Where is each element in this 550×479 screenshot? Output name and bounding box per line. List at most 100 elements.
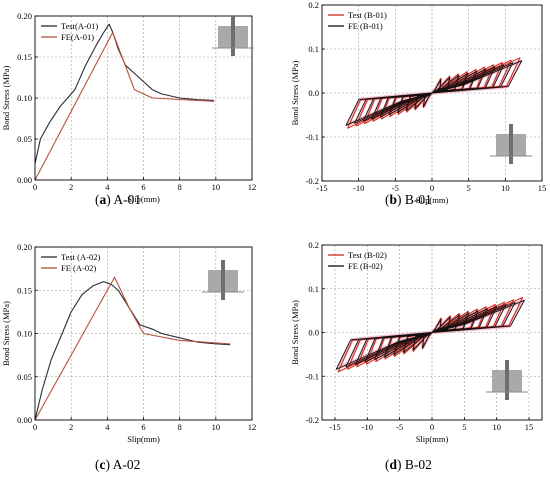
y-axis-label: Bond Stress (MPa) [1,301,11,366]
x-tick-label: 12 [248,182,257,192]
caption-text: A-02 [113,457,141,472]
series-group [35,23,215,180]
specimen-bar [221,260,225,300]
x-tick-label: 10 [492,422,501,432]
x-tick-label: -15 [316,183,327,193]
y-tick-label: -0.2 [306,415,319,425]
caption-text: A-01 [113,192,141,207]
y-axis-label: Bond Stress (MPa) [290,300,300,365]
chart-b: -15 -10 -5 0 5 10 15-0.2-0.10.00.10.2Slip(mm)B… [290,0,546,205]
x-tick-label: 0 [430,183,434,193]
legend-label: Test (B-01) [348,10,387,20]
caption-letter: c [100,457,106,472]
y-tick-label: 0.05 [17,372,32,382]
x-tick-label: 10 [212,422,221,432]
x-tick-label: 10 [501,183,510,193]
caption-paren-close: ) [397,457,405,472]
legend-label: FE(A-01) [61,32,94,42]
series-line-1 [35,31,215,180]
y-tick-label: -0.1 [306,371,319,381]
x-tick-label: 12 [248,422,257,432]
y-tick-label: 0.2 [308,0,319,10]
caption-paren-close: ) [106,457,113,472]
caption-paren-open: ( [385,457,390,472]
y-tick-label: 0.1 [308,44,319,54]
y-tick-label: 0.00 [17,415,32,425]
x-tick-label: 4 [105,182,110,192]
x-tick-label: 15 [538,183,547,193]
x-tick-label: 4 [105,422,110,432]
x-tick-label: -5 [396,422,403,432]
x-tick-label: 0 [33,182,37,192]
x-axis-label: Slip(mm) [127,194,160,204]
chart-a: 0 2 4 6 8 10 12 0.00 0.05 0.10 0.15 0.20 Slip(mm) Bon… [1,11,256,204]
panel-caption: (c) A-02 [95,457,140,472]
x-tick-label: -10 [362,422,373,432]
specimen-bar [509,124,513,164]
y-tick-label: 0.15 [17,285,32,295]
y-axis-label: Bond Stress (MPa) [1,65,11,130]
chart-d: -15 -10 -5 0 5 10 15 -0.2 -0.1 0.0 0.1 0.2 Slip(mm) B… [290,240,543,444]
y-tick-label: 0.10 [17,329,32,339]
x-tick-label: -5 [392,183,399,193]
series-group [345,57,523,129]
x-tick-label: 6 [141,422,145,432]
panel-caption: (b) B-01 [385,192,432,207]
caption-letter: a [100,192,107,207]
caption-paren-open: ( [95,457,100,472]
x-tick-label: 5 [467,183,471,193]
y-tick-label: 0.20 [17,11,32,21]
caption-paren-open: ( [385,192,390,207]
x-tick-label: 0 [33,422,37,432]
specimen-sketch [490,124,532,164]
specimen-sketch [212,16,254,56]
series-line-1 [35,276,231,420]
x-tick-label: 10 [212,182,221,192]
chart-c: 0 2 4 6 8 10 12 0.00 0.05 0.10 0.15 0.20 Slip(mm) Bon… [1,242,256,444]
caption-text: B-01 [405,192,432,207]
panel-caption: (d) B-02 [385,457,432,472]
y-tick-label: -0.2 [306,176,319,186]
series-fe-line [335,299,525,370]
caption-paren-open: ( [95,192,100,207]
panel-caption: (a) A-01 [95,192,141,207]
x-tick-label: 15 [525,422,534,432]
y-tick-label: 0.2 [308,240,319,250]
y-tick-label: 0.20 [17,242,32,252]
x-axis-label: Slip(mm) [127,434,160,444]
y-tick-label: -0.1 [306,132,319,142]
x-tick-label: 2 [69,182,73,192]
caption-text: B-02 [405,457,432,472]
x-axis-label: Slip(mm) [416,195,449,205]
legend-label: FE (A-02) [61,263,96,273]
legend-label: Test (B-02) [348,250,387,260]
specimen-sketch [202,260,244,300]
caption-letter: d [390,457,398,472]
specimen-bar [505,360,509,400]
specimen-sketch [486,360,528,400]
legend-label: Test (A-02) [61,252,100,262]
x-tick-label: 8 [178,182,182,192]
legend-label: Test(A-01) [61,21,98,31]
caption-paren-close: ) [106,192,113,207]
x-tick-label: -15 [329,422,340,432]
y-axis-label: Bond Stress (MPa) [290,60,300,125]
legend-label: FE (B-02) [348,261,383,271]
y-tick-label: 0.05 [17,134,32,144]
caption-paren-close: ) [397,192,405,207]
y-tick-label: 0.0 [308,328,319,338]
caption-letter: b [390,192,398,207]
x-tick-label: 6 [141,182,145,192]
x-tick-label: 5 [462,422,466,432]
specimen-bar [231,16,235,56]
y-tick-label: 0.00 [17,175,32,185]
y-tick-label: 0.1 [308,284,319,294]
y-tick-label: 0.10 [17,93,32,103]
y-tick-label: 0.0 [308,88,319,98]
x-axis-label: Slip(mm) [416,434,449,444]
x-tick-label: 2 [69,422,73,432]
series-fe-line [345,60,523,126]
series-line-0 [35,281,231,420]
x-tick-label: -10 [353,183,364,193]
